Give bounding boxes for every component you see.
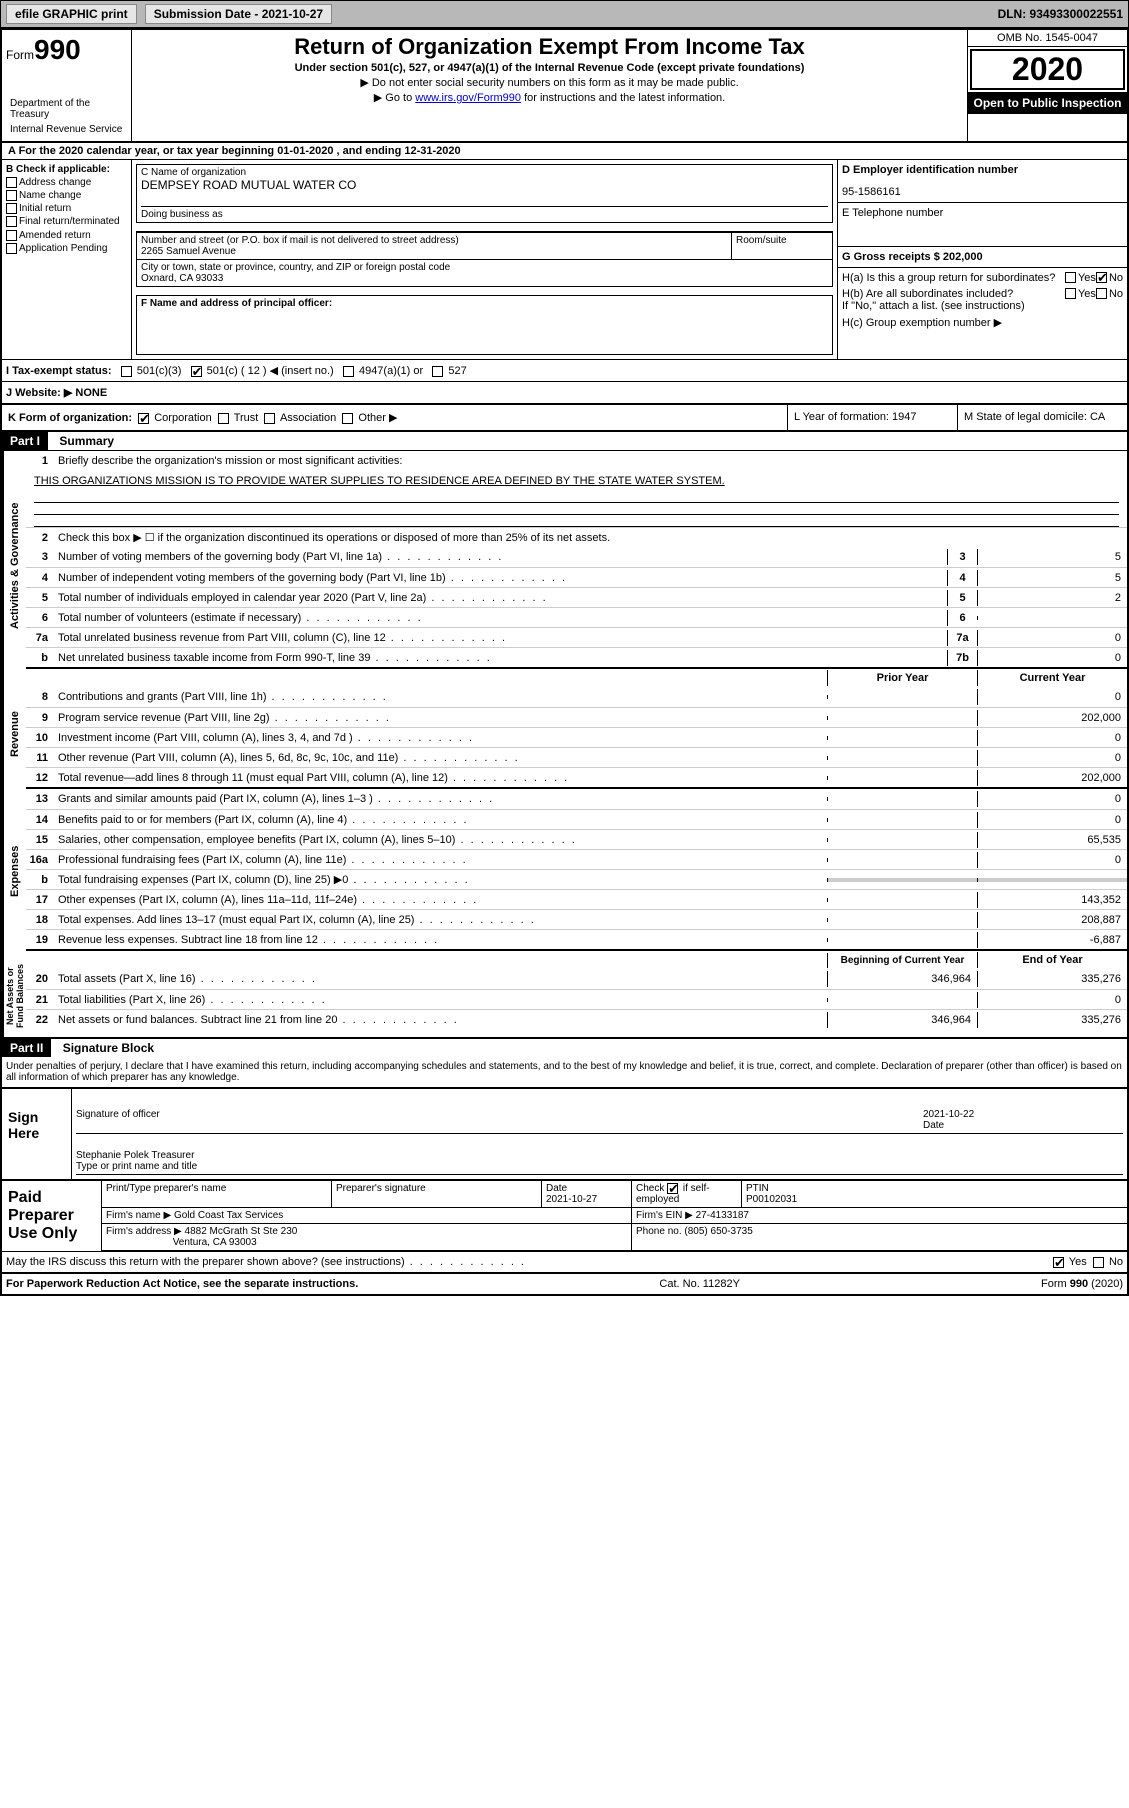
chk-address-change[interactable]: Address change [6, 177, 127, 188]
org-name-box: C Name of organization DEMPSEY ROAD MUTU… [136, 164, 833, 223]
gross-receipts: G Gross receipts $ 202,000 [838, 247, 1127, 268]
year-formation: L Year of formation: 1947 [788, 405, 958, 430]
paid-preparer-section: Paid Preparer Use Only Print/Type prepar… [2, 1179, 1127, 1251]
chk-amended[interactable]: Amended return [6, 230, 127, 241]
org-city: Oxnard, CA 93033 [141, 273, 828, 284]
chk-pending[interactable]: Application Pending [6, 243, 127, 254]
discuss-row: May the IRS discuss this return with the… [2, 1251, 1127, 1272]
part2-header-row: Part II Signature Block [2, 1037, 1127, 1057]
omb-number: OMB No. 1545-0047 [968, 30, 1127, 47]
column-c-org-info: C Name of organization DEMPSEY ROAD MUTU… [132, 160, 837, 359]
part1-body: Activities & Governance Revenue Expenses… [2, 450, 1127, 1037]
vert-net-assets: Net Assets or Fund Balances [2, 955, 26, 1037]
address-box: Number and street (or P.O. box if mail i… [136, 231, 833, 287]
chk-final-return[interactable]: Final return/terminated [6, 216, 127, 227]
link-note: ▶ Go to www.irs.gov/Form990 for instruct… [136, 91, 963, 104]
org-address: 2265 Samuel Avenue [141, 246, 727, 257]
ssn-note: ▶ Do not enter social security numbers o… [136, 76, 963, 89]
open-public-badge: Open to Public Inspection [968, 92, 1127, 114]
ein-value: 95-1586161 [842, 186, 1123, 198]
org-name: DEMPSEY ROAD MUTUAL WATER CO [141, 178, 828, 192]
toolbar: efile GRAPHIC print Submission Date - 20… [0, 0, 1129, 28]
chk-initial-return[interactable]: Initial return [6, 203, 127, 214]
officer-box: F Name and address of principal officer: [136, 295, 833, 355]
state-domicile: M State of legal domicile: CA [958, 405, 1127, 430]
submission-date-button[interactable]: Submission Date - 2021-10-27 [145, 4, 332, 24]
efile-print-button[interactable]: efile GRAPHIC print [6, 4, 137, 24]
form-header: Form990 Department of the Treasury Inter… [2, 30, 1127, 143]
header-title-block: Return of Organization Exempt From Incom… [132, 30, 967, 141]
part1-header-row: Part I Summary [2, 432, 1127, 450]
column-d-right: D Employer identification number 95-1586… [837, 160, 1127, 359]
form-title: Return of Organization Exempt From Incom… [136, 34, 963, 60]
irs-link[interactable]: www.irs.gov/Form990 [415, 92, 521, 104]
form-page: Form990 Department of the Treasury Inter… [0, 28, 1129, 1296]
chk-name-change[interactable]: Name change [6, 190, 127, 201]
column-b-checkboxes: B Check if applicable: Address change Na… [2, 160, 132, 359]
sign-here-section: Sign Here Signature of officer 2021-10-2… [2, 1087, 1127, 1179]
header-right-block: OMB No. 1545-0047 2020 Open to Public In… [967, 30, 1127, 141]
vert-governance: Activities & Governance [2, 451, 26, 681]
dln-label: DLN: 93493300022551 [998, 7, 1123, 21]
form-subtitle: Under section 501(c), 527, or 4947(a)(1)… [136, 62, 963, 74]
tax-exempt-status-row: I Tax-exempt status: 501(c)(3) 501(c) ( … [2, 360, 1127, 382]
penalty-text: Under penalties of perjury, I declare th… [2, 1057, 1127, 1087]
sig-officer-label: Signature of officer [76, 1109, 923, 1131]
group-return-cell: H(a) Is this a group return for subordin… [838, 268, 1127, 333]
k-form-org-row: K Form of organization: Corporation Trus… [2, 405, 1127, 432]
website-row: J Website: ▶ NONE [2, 382, 1127, 405]
telephone-cell: E Telephone number [838, 203, 1127, 247]
officer-name: Stephanie Polek Treasurer [76, 1150, 194, 1161]
vert-expenses: Expenses [2, 787, 26, 955]
dept-label-1: Department of the Treasury [6, 96, 127, 122]
row-a-period: A For the 2020 calendar year, or tax yea… [2, 143, 1127, 160]
form-id-block: Form990 Department of the Treasury Inter… [2, 30, 132, 141]
footer-row: For Paperwork Reduction Act Notice, see … [2, 1272, 1127, 1294]
vert-revenue: Revenue [2, 681, 26, 787]
main-info-block: B Check if applicable: Address change Na… [2, 160, 1127, 360]
ein-cell: D Employer identification number 95-1586… [838, 160, 1127, 203]
mission-text: THIS ORGANIZATIONS MISSION IS TO PROVIDE… [26, 471, 1127, 491]
dept-label-2: Internal Revenue Service [6, 122, 127, 137]
tax-year: 2020 [972, 51, 1123, 88]
